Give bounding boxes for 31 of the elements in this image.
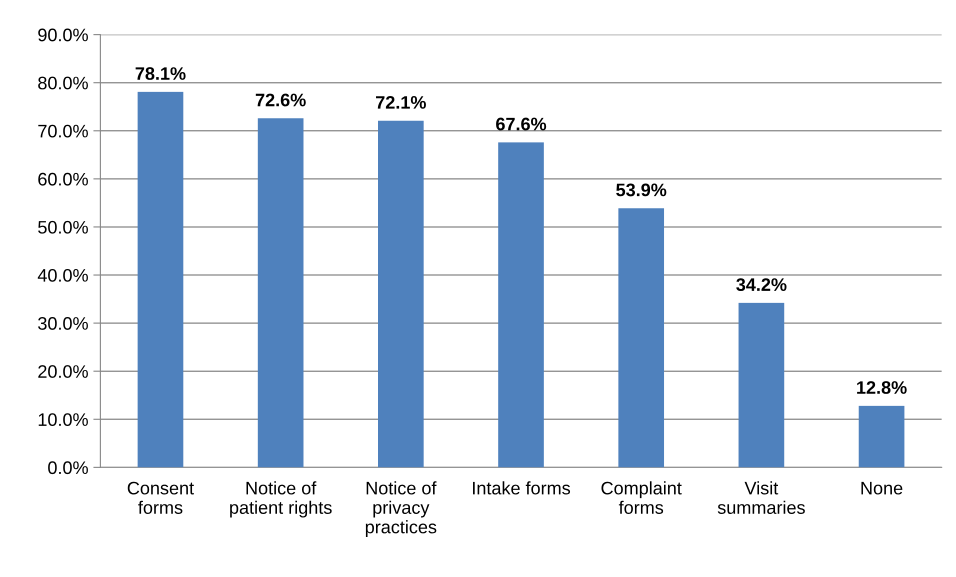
y-tick-label: 20.0% (38, 365, 88, 378)
data-label: 34.2% (736, 278, 787, 292)
data-label: 67.6% (496, 118, 546, 130)
y-tick-label: 50.0% (38, 220, 88, 234)
bar (378, 120, 424, 468)
bar (258, 118, 304, 468)
x-tick-label: Intake forms (473, 481, 570, 495)
x-tick-label: Consent forms (128, 482, 194, 514)
x-tick-label: Notice of privacy practices (366, 481, 436, 537)
data-label: 72.1% (376, 96, 426, 109)
y-tick-label: 70.0% (38, 124, 88, 138)
y-tick-label: 0.0% (48, 461, 88, 474)
y-tick-label: 80.0% (38, 76, 88, 90)
y-tick-label: 30.0% (38, 317, 88, 330)
y-tick-label: 60.0% (38, 172, 88, 186)
bar (738, 302, 784, 468)
data-label: 72.6% (256, 94, 306, 106)
bar (858, 406, 904, 468)
x-tick-label: None (861, 482, 902, 495)
bar (138, 92, 184, 468)
y-tick-label: 90.0% (38, 28, 88, 42)
x-tick-label: Visit summaries (718, 481, 805, 514)
x-tick-label: Complaint forms (601, 481, 682, 514)
data-label: 12.8% (857, 381, 907, 394)
bar (498, 142, 544, 468)
data-label: 78.1% (136, 67, 186, 80)
y-tick-label: 10.0% (38, 413, 88, 426)
x-tick-label: Notice of patient rights (230, 481, 332, 518)
y-tick-label: 40.0% (38, 268, 88, 282)
bar (618, 208, 664, 468)
data-label: 53.9% (616, 184, 666, 196)
